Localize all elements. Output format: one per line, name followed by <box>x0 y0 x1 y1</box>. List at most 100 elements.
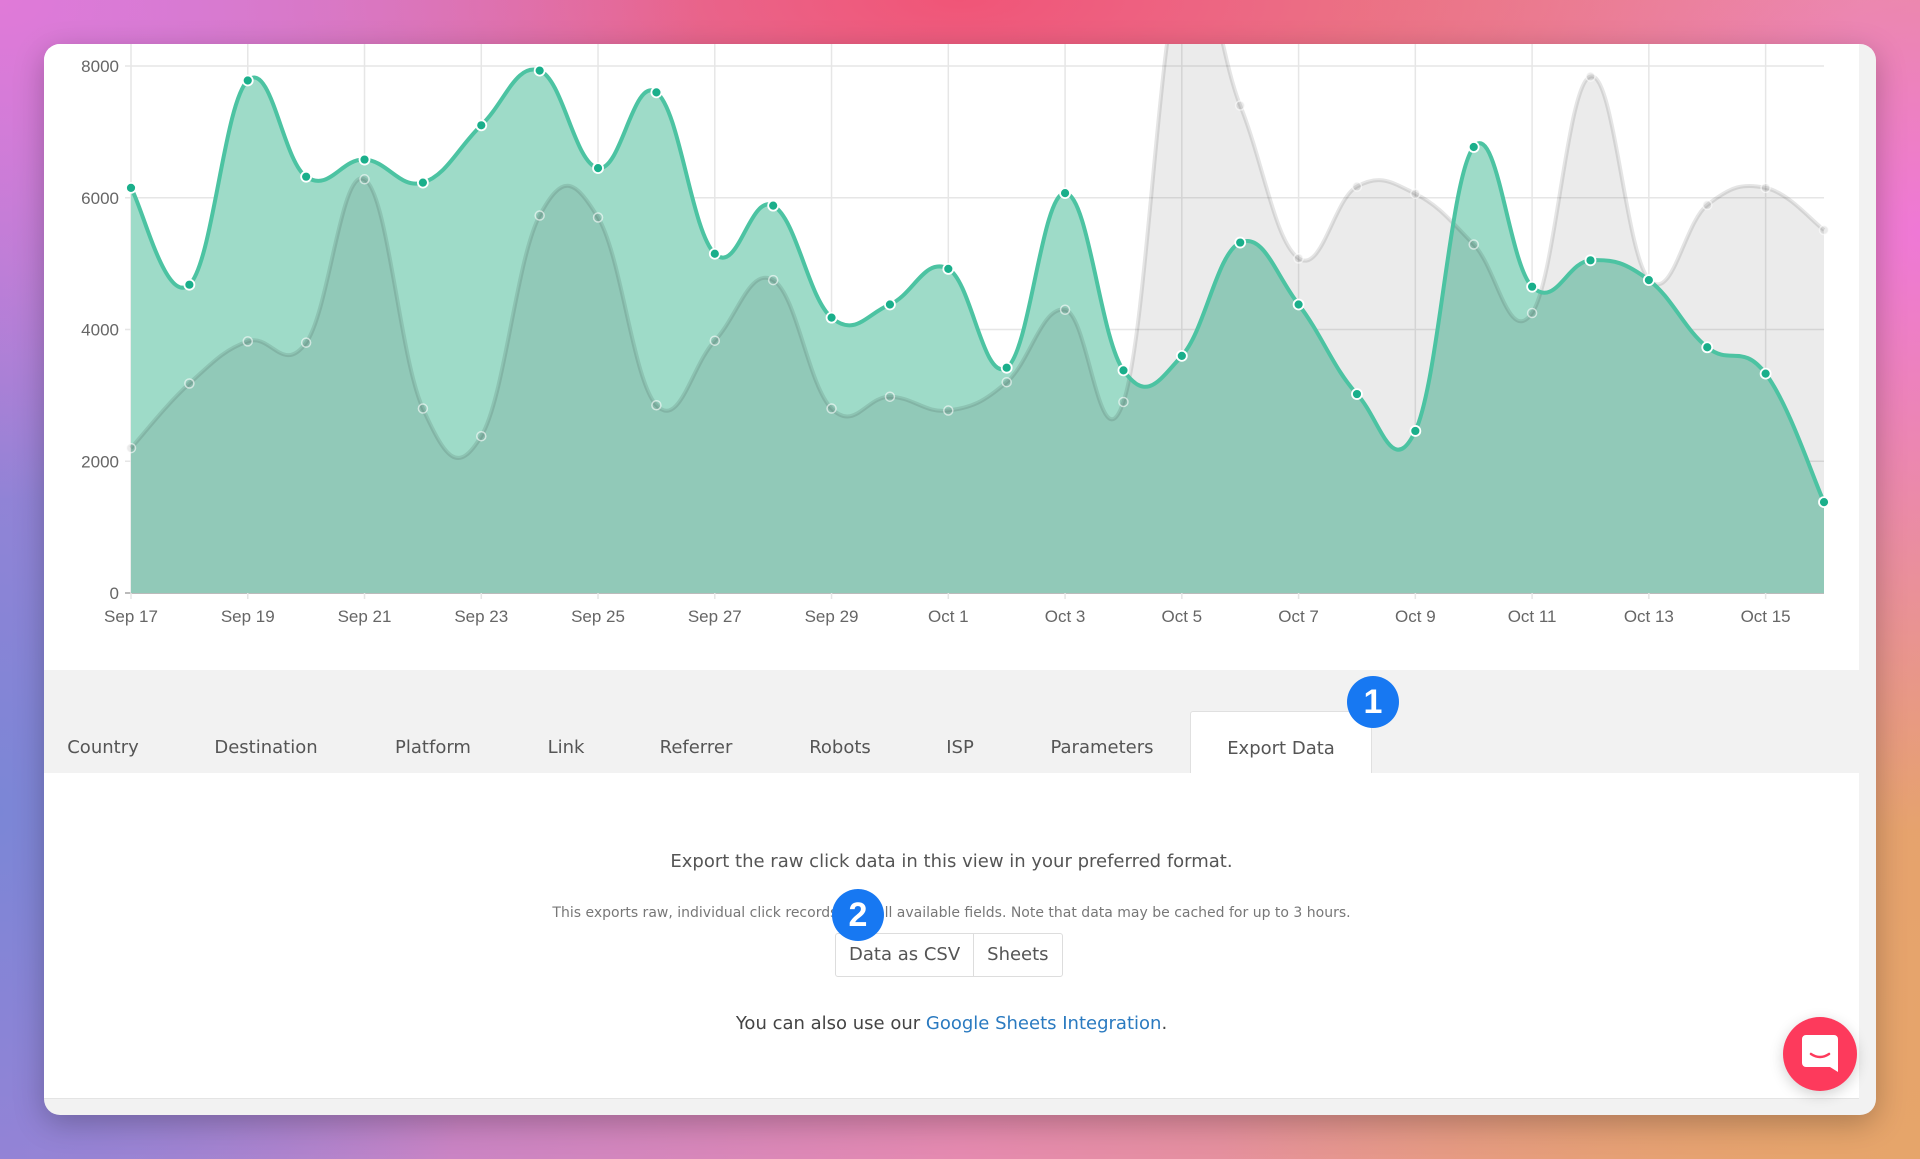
series-1-point <box>767 199 780 212</box>
sheets-integration-prefix: You can also use our <box>735 1013 926 1034</box>
y-tick-label: 0 <box>110 584 119 603</box>
series-1-point <box>1526 280 1539 293</box>
series-1-point <box>1409 425 1422 437</box>
x-tick-label: Oct 3 <box>1045 607 1086 626</box>
tab-parameters[interactable]: Parameters <box>1050 737 1154 758</box>
series-1-point <box>650 86 663 99</box>
series-1-point <box>183 278 196 291</box>
series-1-point <box>1000 361 1013 374</box>
app-window: 0 2000 4000 6000 8000 Sep 17 Sep 19 Sep 21 Sep 2… <box>44 44 1876 1115</box>
series-2-point <box>651 400 662 411</box>
series-2-point <box>1118 396 1129 408</box>
series-2-point <box>826 403 837 414</box>
export-sheets-button[interactable]: Sheets <box>973 934 1061 976</box>
series-2-point <box>592 212 604 223</box>
x-tick-label: Oct 5 <box>1162 607 1203 626</box>
series-1-point <box>942 262 955 275</box>
series-1-point <box>1642 274 1655 286</box>
tab-platform[interactable]: Platform <box>395 737 471 758</box>
series-2-point <box>884 391 896 402</box>
y-tick-label: 4000 <box>81 321 119 340</box>
x-tick-label: Sep 21 <box>338 607 392 626</box>
tab-destination[interactable]: Destination <box>214 737 318 758</box>
annotation-badge-1: 1 <box>1347 676 1399 728</box>
series-1-point <box>1117 364 1130 377</box>
series-2-point <box>1526 307 1538 319</box>
series-1-point <box>884 298 896 311</box>
tab-export-data[interactable]: Export Data <box>1190 711 1372 775</box>
series-2-point <box>1585 71 1596 82</box>
series-2-point <box>300 337 312 348</box>
y-tick-label: 2000 <box>81 452 119 471</box>
y-tick-label: 6000 <box>81 189 119 208</box>
clicks-chart-card: 0 2000 4000 6000 8000 Sep 17 Sep 19 Sep 21 Sep 2… <box>44 44 1859 670</box>
series-2-point <box>1818 224 1830 236</box>
series-1-point <box>1759 367 1772 380</box>
x-tick-label: Oct 7 <box>1278 607 1319 626</box>
series-1-point <box>708 247 721 260</box>
series-2-point <box>476 430 487 442</box>
x-tick-label: Oct 9 <box>1395 607 1436 626</box>
series-2-point <box>242 336 254 347</box>
series-2-point <box>184 378 195 389</box>
x-tick-label: Sep 25 <box>571 607 625 626</box>
x-tick-label: Oct 11 <box>1508 607 1557 626</box>
series-1-line <box>129 67 1826 503</box>
series-2-area <box>131 44 1824 593</box>
series-1-point <box>825 311 838 324</box>
series-1-point <box>533 64 546 77</box>
series-1-point <box>1175 349 1188 362</box>
export-panel: Export the raw click data in this view i… <box>44 773 1859 1099</box>
series-1-point <box>1467 141 1480 153</box>
series-2-point <box>1059 304 1071 315</box>
y-tick-label: 8000 <box>81 57 119 76</box>
series-2-point <box>1410 188 1421 200</box>
series-2-line <box>129 44 1826 460</box>
annotation-badge-2: 2 <box>832 889 884 941</box>
x-tick-label: Sep 19 <box>221 607 275 626</box>
export-csv-button[interactable]: Data as CSV <box>849 944 961 965</box>
x-tick-label: Sep 27 <box>688 607 742 626</box>
series-1-point <box>1292 298 1305 311</box>
tab-bar: Country Destination Platform Link Referr… <box>44 711 1859 775</box>
sheets-integration-suffix: . <box>1161 1013 1168 1034</box>
sheets-integration-text: You can also use our Google Sheets Integ… <box>44 1013 1859 1034</box>
series-2-point <box>534 210 545 221</box>
series-2-point <box>125 442 137 454</box>
tab-link[interactable]: Link <box>547 737 585 758</box>
x-tick-label: Oct 1 <box>928 607 969 626</box>
export-note: This exports raw, individual click recor… <box>552 905 1351 921</box>
series-1-point <box>1351 388 1363 400</box>
series-1-point <box>358 153 371 166</box>
chat-bubble-smile-icon <box>1802 1035 1838 1072</box>
export-button-group: Data as CSV Sheets <box>835 933 1063 977</box>
series-1-point <box>1818 496 1830 508</box>
x-tick-label: Sep 23 <box>454 607 508 626</box>
series-1-point <box>1701 341 1714 354</box>
chat-launcher-button[interactable] <box>1783 1017 1857 1091</box>
x-tick-label: Sep 29 <box>805 607 859 626</box>
series-2-point <box>1351 181 1363 192</box>
tab-robots[interactable]: Robots <box>809 737 871 758</box>
google-sheets-integration-link[interactable]: Google Sheets Integration <box>925 1013 1162 1034</box>
series-2-point <box>1760 182 1771 194</box>
series-1-point <box>300 170 313 183</box>
series-1-point <box>241 74 254 87</box>
tab-referrer[interactable]: Referrer <box>659 737 733 758</box>
series-2-point <box>1701 199 1713 211</box>
series-1-point <box>475 119 488 132</box>
series-1-point <box>1059 187 1071 200</box>
series-2-point <box>1293 253 1304 264</box>
x-tick-label: Sep 17 <box>104 607 158 626</box>
series-1-point <box>416 176 429 189</box>
series-2-point <box>1001 376 1012 388</box>
series-2-point <box>1234 100 1246 111</box>
x-tick-label: Oct 15 <box>1741 607 1791 626</box>
export-heading: Export the raw click data in this view i… <box>670 851 1233 872</box>
tab-isp[interactable]: ISP <box>946 737 974 758</box>
series-2-point <box>359 174 370 185</box>
series-1-point <box>1584 254 1597 267</box>
tab-country[interactable]: Country <box>67 737 139 758</box>
series-1-point <box>592 162 604 175</box>
x-tick-label: Oct 13 <box>1624 607 1674 626</box>
